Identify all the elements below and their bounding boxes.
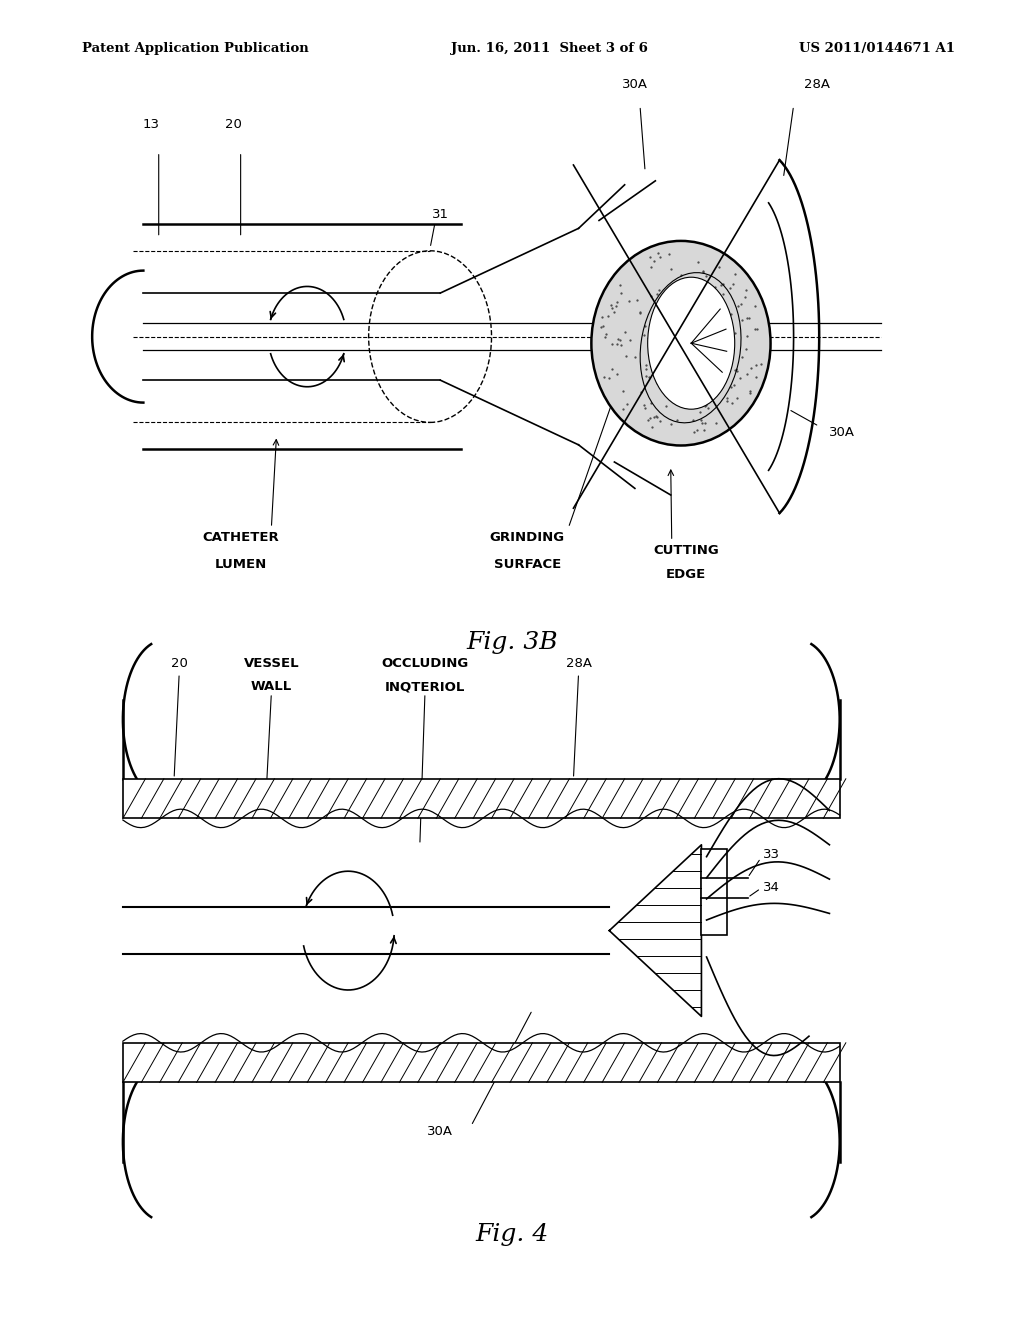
Text: 20: 20 [171,656,187,669]
Bar [701,849,727,935]
Text: EDGE: EDGE [666,568,707,581]
Text: SURFACE: SURFACE [494,557,561,570]
Text: 28A: 28A [565,656,592,669]
Text: LUMEN: LUMEN [214,557,267,570]
Text: Jun. 16, 2011  Sheet 3 of 6: Jun. 16, 2011 Sheet 3 of 6 [451,42,647,55]
Text: WALL: WALL [251,680,292,693]
Text: Patent Application Publication: Patent Application Publication [82,42,308,55]
Text: Fig. 3B: Fig. 3B [466,631,558,655]
Text: CATHETER: CATHETER [203,531,279,544]
Text: Fig. 4: Fig. 4 [475,1222,549,1246]
Text: 34: 34 [763,880,779,894]
Text: 30A: 30A [622,78,648,91]
Text: US 2011/0144671 A1: US 2011/0144671 A1 [799,42,954,55]
Text: 33: 33 [763,847,780,861]
Text: GRINDING: GRINDING [489,531,565,544]
Text: INQTERIOL: INQTERIOL [385,680,465,693]
Text: 13: 13 [143,117,160,131]
Text: CUTTING: CUTTING [653,544,719,557]
Text: 30A: 30A [829,425,855,438]
Text: 30A: 30A [427,1125,454,1138]
Bar [123,1043,840,1082]
Ellipse shape [592,242,771,446]
Text: VESSEL: VESSEL [244,656,299,669]
Ellipse shape [648,277,735,409]
Text: 20: 20 [225,117,242,131]
Text: 31: 31 [432,207,449,220]
Polygon shape [609,845,701,1016]
Bar [123,779,840,818]
Text: OCCLUDING: OCCLUDING [381,656,469,669]
Text: 28A: 28A [804,78,829,91]
